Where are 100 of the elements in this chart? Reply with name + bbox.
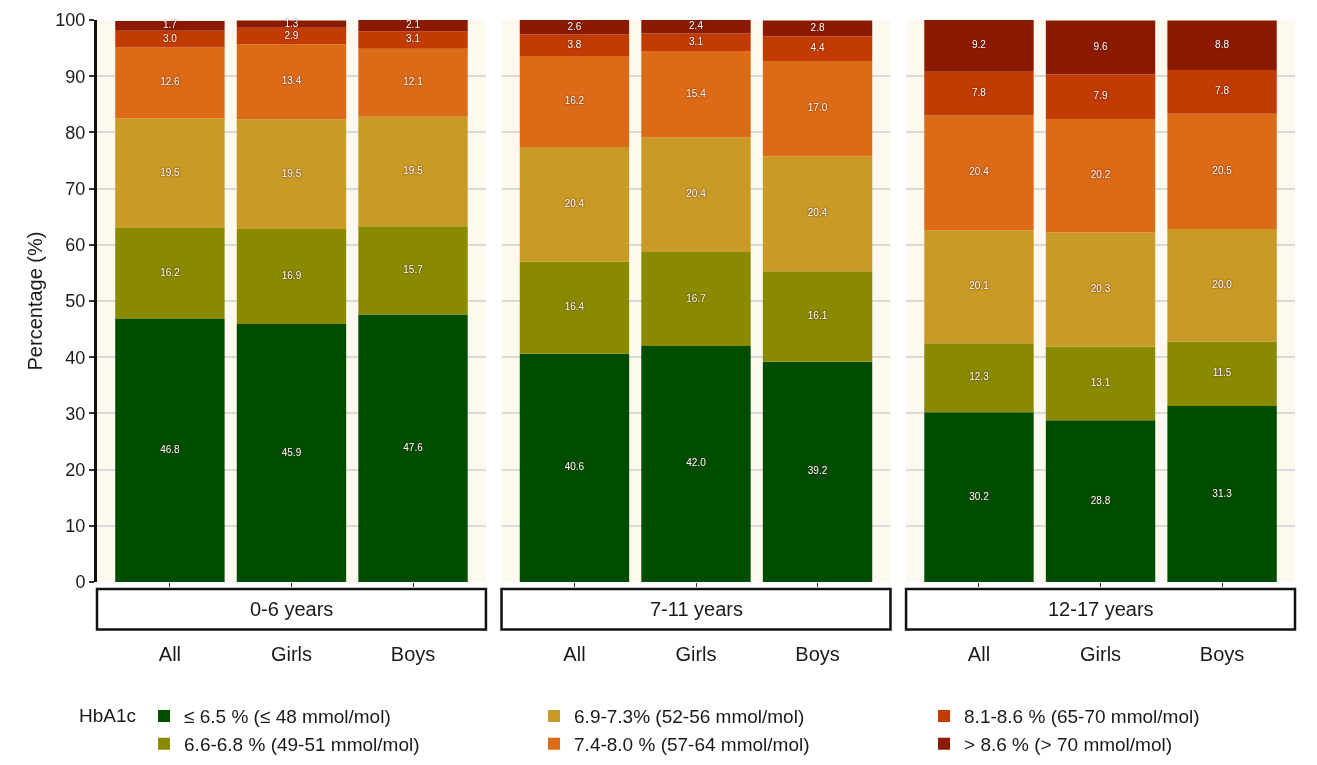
data-label: 31.3 <box>1212 487 1233 499</box>
legend-label: 8.1-8.6 % (65-70 mmol/mol) <box>964 706 1200 728</box>
bar <box>1045 20 1156 75</box>
data-label: 28.8 <box>1090 494 1111 506</box>
y-tick-label: 90 <box>65 66 86 87</box>
data-label: 47.6 <box>403 441 424 453</box>
bar <box>236 44 347 120</box>
y-tick-label: 100 <box>55 10 86 31</box>
data-label: 46.8 <box>160 443 181 455</box>
data-label: 39.2 <box>807 465 828 477</box>
data-label: 40.6 <box>564 461 585 473</box>
bar <box>641 345 751 582</box>
x-tick-label: Girls <box>1079 643 1122 665</box>
text: 7-11 years <box>650 598 744 620</box>
bar <box>236 324 347 582</box>
bar <box>1045 118 1156 233</box>
data-label: 30.2 <box>969 490 990 502</box>
data-label: 11.5 <box>1212 367 1232 379</box>
data-label: 16.7 <box>686 292 707 304</box>
data-label: 1.7 <box>162 19 178 31</box>
x-tick-label: Boys <box>795 643 840 665</box>
data-label: 20.3 <box>1090 282 1111 294</box>
data-label: 7.8 <box>972 87 987 99</box>
bar <box>1167 406 1277 582</box>
data-label: 20.1 <box>969 280 990 292</box>
data-label: 16.4 <box>564 301 585 313</box>
data-label: 3.0 <box>162 32 178 44</box>
data-label: 8.8 <box>1215 38 1230 50</box>
bar <box>115 227 225 319</box>
data-label: 2.8 <box>810 21 825 33</box>
x-tick-label: Boys <box>390 643 436 665</box>
bar <box>519 353 630 582</box>
y-tick-label: 80 <box>65 122 86 143</box>
y-tick-label: 40 <box>65 347 86 368</box>
bar <box>1167 341 1277 407</box>
bar <box>924 20 1034 72</box>
bar <box>519 55 630 148</box>
bar <box>641 137 751 253</box>
data-label: 19.5 <box>281 167 302 179</box>
bar <box>762 156 873 272</box>
y-tick-label: 20 <box>65 459 86 480</box>
bar <box>115 118 225 228</box>
text: 12-17 years <box>1048 598 1154 620</box>
y-axis-title: Percentage (%) <box>23 231 46 371</box>
bar <box>762 61 873 157</box>
bar <box>115 30 225 48</box>
y-tick-label: 0 <box>75 572 86 593</box>
y-tick-label: 60 <box>65 235 86 256</box>
y-tick-label: 10 <box>65 516 86 537</box>
bar <box>358 31 468 49</box>
text: 0-6 years <box>250 598 334 620</box>
legend-label: 6.9-7.3% (52-56 mmol/mol) <box>574 706 805 728</box>
bar <box>1167 229 1277 342</box>
data-label: 17.0 <box>807 102 828 114</box>
data-label: 20.5 <box>1212 164 1233 176</box>
bar <box>924 71 1034 116</box>
bar <box>358 48 468 117</box>
data-label: 3.1 <box>406 33 421 45</box>
x-tick-label: Girls <box>270 643 313 665</box>
data-label: 9.6 <box>1093 41 1108 53</box>
x-tick-label: All <box>563 643 586 665</box>
data-label: 20.4 <box>686 188 707 200</box>
bar <box>358 226 468 315</box>
bar <box>1045 346 1156 421</box>
data-label: 1.3 <box>284 17 299 29</box>
x-tick-label: Boys <box>1199 643 1245 665</box>
data-label: 15.4 <box>686 87 707 99</box>
bar <box>236 119 347 230</box>
bar <box>641 252 751 346</box>
bar <box>1167 113 1277 230</box>
data-label: 2.1 <box>406 18 421 30</box>
data-label: 42.0 <box>686 457 707 469</box>
bar <box>115 47 225 119</box>
bar <box>358 314 468 582</box>
data-label: 19.5 <box>403 164 424 176</box>
data-label: 16.1 <box>807 309 828 321</box>
data-label: 2.9 <box>284 29 299 41</box>
data-label: 16.9 <box>281 270 302 282</box>
bar <box>115 318 225 582</box>
y-tick-label: 70 <box>65 178 86 199</box>
data-label: 45.9 <box>281 446 302 458</box>
data-label: 7.9 <box>1093 90 1108 102</box>
bar <box>924 115 1034 231</box>
bar <box>924 412 1034 582</box>
data-label: 9.2 <box>972 39 987 51</box>
legend-label: 6.6-6.8 % (49-51 mmol/mol) <box>184 734 420 756</box>
data-label: 3.1 <box>689 35 704 47</box>
bar <box>1045 232 1156 347</box>
bar <box>1167 20 1277 71</box>
bar <box>1045 74 1156 119</box>
y-tick-label: 50 <box>65 291 86 312</box>
data-label: 3.8 <box>567 38 582 50</box>
bar <box>641 33 751 51</box>
data-label: 20.2 <box>1090 169 1111 181</box>
bar <box>236 229 347 325</box>
data-label: 12.1 <box>403 76 424 88</box>
data-label: 19.5 <box>160 166 181 178</box>
bar <box>641 50 751 138</box>
bar <box>358 116 468 227</box>
bar <box>762 361 873 582</box>
